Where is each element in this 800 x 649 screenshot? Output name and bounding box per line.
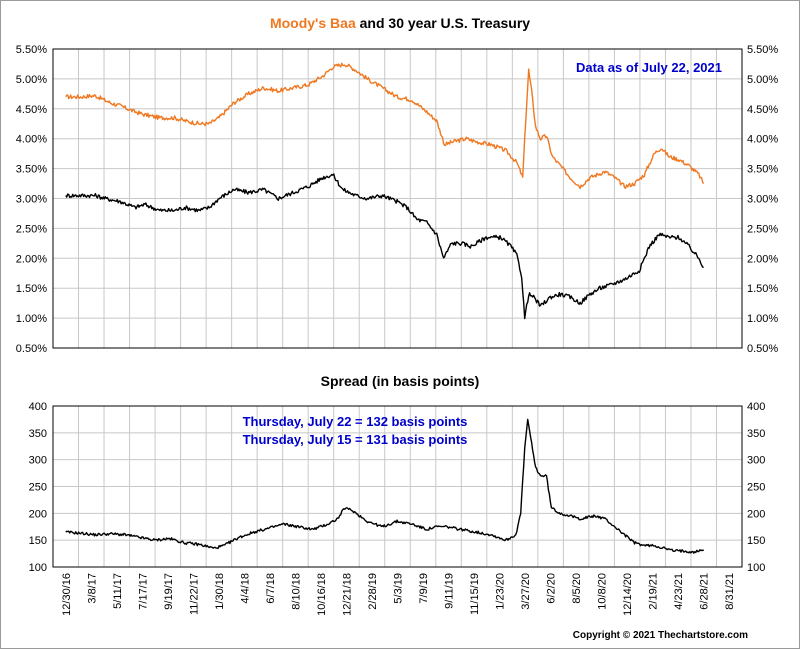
baa-line <box>65 62 705 190</box>
bottom-series <box>65 418 705 554</box>
bottom-plot-border <box>52 405 743 568</box>
top-right-tick-label: 0.50% <box>747 343 778 355</box>
x-tick-label: 5/3/19 <box>393 573 405 604</box>
x-tick-label: 12/21/18 <box>341 573 353 616</box>
bottom-grid <box>53 406 742 567</box>
bottom-left-tick-label: 300 <box>29 455 47 467</box>
bottom-right-tick-label: 150 <box>747 535 765 547</box>
top-left-tick-label: 1.00% <box>16 313 47 325</box>
top-right-tick-label: 5.50% <box>747 44 778 56</box>
bottom-left-tick-label: 400 <box>29 401 47 413</box>
bottom-right-tick-label: 100 <box>747 562 765 574</box>
spread-line <box>65 418 705 554</box>
bottom-left-axis: 400 350 300 250 200 150 100 <box>29 401 47 574</box>
x-tick-label: 12/14/20 <box>622 573 634 616</box>
x-tick-label: 8/31/21 <box>724 573 736 610</box>
x-tick-label: 6/7/18 <box>265 573 277 604</box>
x-tick-label: 3/8/17 <box>86 573 98 604</box>
top-title-baa: Moody's Baa <box>270 15 356 31</box>
top-right-tick-label: 1.00% <box>747 313 778 325</box>
top-right-tick-label: 3.50% <box>747 164 778 176</box>
bottom-left-tick-label: 250 <box>29 482 47 494</box>
x-tick-label: 8/10/18 <box>290 573 302 610</box>
treasury-line <box>65 173 704 320</box>
bottom-right-tick-label: 300 <box>747 455 765 467</box>
top-chart-title: Moody's Baa and 30 year U.S. Treasury <box>270 15 530 31</box>
x-tick-label: 1/30/18 <box>214 573 226 610</box>
x-tick-label: 3/27/20 <box>520 573 532 610</box>
x-tick-label: 7/17/17 <box>137 573 149 610</box>
bottom-right-tick-label: 400 <box>747 401 765 413</box>
spread-chart-title: Spread (in basis points) <box>321 373 480 389</box>
top-right-axis: 5.50% 5.00% 4.50% 4.00% 3.50% 3.00% 2.50% 2.00%… <box>747 44 778 355</box>
top-left-tick-label: 3.50% <box>16 164 47 176</box>
x-tick-label: 8/5/20 <box>571 573 583 604</box>
top-left-tick-label: 5.00% <box>16 74 47 86</box>
x-tick-label: 1/23/20 <box>495 573 507 610</box>
top-left-tick-label: 5.50% <box>16 44 47 56</box>
copyright-text: Copyright © 2021 Thechartstore.com <box>573 630 748 641</box>
top-title-rest: and 30 year U.S. Treasury <box>356 15 531 31</box>
x-tick-label: 11/22/17 <box>188 573 200 615</box>
bottom-right-tick-label: 250 <box>747 482 765 494</box>
top-left-axis: 5.50% 5.00% 4.50% 4.00% 3.50% 3.00% 2.50% 2.00%… <box>16 44 47 355</box>
x-tick-label: 11/15/19 <box>469 573 481 615</box>
top-series <box>65 62 705 320</box>
x-tick-label: 9/19/17 <box>163 573 175 610</box>
top-plot-border <box>52 48 743 349</box>
bottom-left-tick-label: 350 <box>29 428 47 440</box>
x-tick-label: 10/16/18 <box>316 573 328 616</box>
spread-annotation-2: Thursday, July 15 = 131 basis points <box>243 432 468 447</box>
top-grid <box>53 49 742 348</box>
bottom-right-axis: 400 350 300 250 200 150 100 <box>747 401 765 574</box>
x-tick-label: 12/30/16 <box>61 573 73 616</box>
top-right-tick-label: 3.00% <box>747 194 778 206</box>
x-axis-labels: 12/30/16 3/8/17 5/11/17 7/17/17 9/19/17 11/22… <box>61 573 736 616</box>
top-right-tick-label: 4.50% <box>747 104 778 116</box>
top-left-tick-label: 4.00% <box>16 134 47 146</box>
top-right-tick-label: 2.50% <box>747 223 778 235</box>
top-left-tick-label: 2.00% <box>16 253 47 265</box>
x-tick-label: 4/23/21 <box>673 573 685 610</box>
spread-annotation-1: Thursday, July 22 = 132 basis points <box>243 414 468 429</box>
x-tick-label: 9/11/19 <box>444 573 456 609</box>
x-tick-label: 5/11/17 <box>112 573 124 609</box>
top-left-tick-label: 0.50% <box>16 343 47 355</box>
x-tick-label: 2/19/21 <box>648 573 660 610</box>
top-left-tick-label: 3.00% <box>16 194 47 206</box>
top-right-tick-label: 2.00% <box>747 253 778 265</box>
top-right-tick-label: 1.50% <box>747 283 778 295</box>
top-right-tick-label: 5.00% <box>747 74 778 86</box>
x-tick-label: 7/9/19 <box>418 573 430 604</box>
bottom-left-tick-label: 100 <box>29 562 47 574</box>
x-tick-label: 10/8/20 <box>597 573 609 610</box>
top-left-tick-label: 1.50% <box>16 283 47 295</box>
top-left-tick-label: 2.50% <box>16 223 47 235</box>
top-left-tick-label: 4.50% <box>16 104 47 116</box>
x-tick-label: 2/28/19 <box>367 573 379 610</box>
data-as-of-annotation: Data as of July 22, 2021 <box>576 60 722 75</box>
x-tick-label: 6/2/20 <box>546 573 558 604</box>
bottom-left-tick-label: 150 <box>29 535 47 547</box>
x-tick-label: 4/4/18 <box>239 573 251 604</box>
bottom-left-tick-label: 200 <box>29 508 47 520</box>
bottom-right-tick-label: 200 <box>747 508 765 520</box>
bottom-right-tick-label: 350 <box>747 428 765 440</box>
x-tick-label: 6/28/21 <box>699 573 711 610</box>
top-right-tick-label: 4.00% <box>747 134 778 146</box>
